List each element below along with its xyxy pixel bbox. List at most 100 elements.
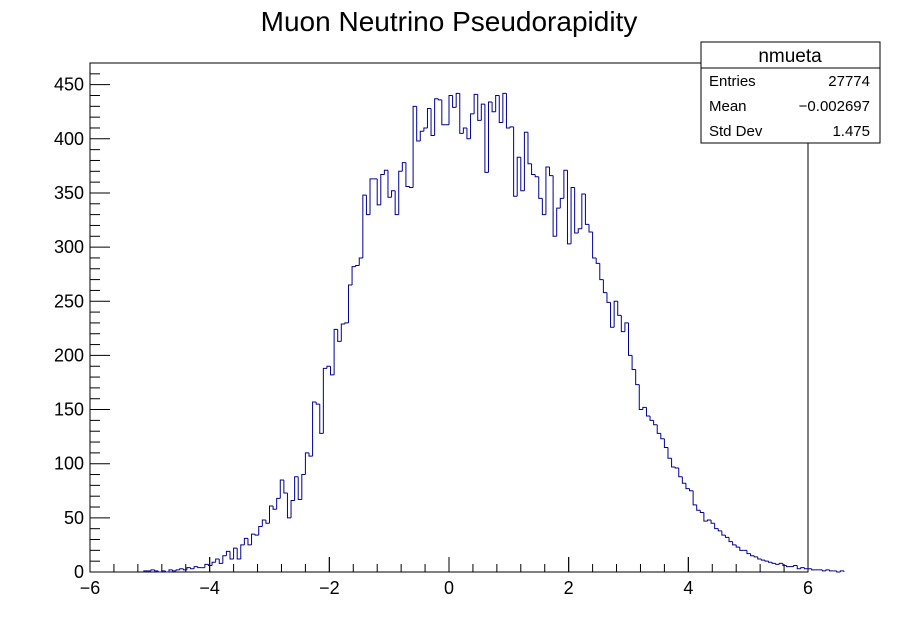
x-tick-label: −2 (319, 578, 340, 598)
histogram-bin (681, 476, 686, 484)
histogram-bin (477, 94, 482, 121)
histogram-bin (254, 534, 259, 536)
histogram-bin (714, 523, 719, 530)
plot-frame (89, 62, 809, 573)
stats-entries-label: Entries (709, 73, 756, 90)
histogram-bin (685, 483, 690, 490)
histogram-bin (599, 263, 604, 281)
histogram-bin (297, 476, 302, 500)
histogram-bin (563, 169, 568, 199)
histogram-bin (692, 490, 697, 506)
histogram-bin (333, 328, 338, 375)
histogram-bin (793, 565, 798, 567)
histogram-bin (739, 547, 744, 551)
histogram-bin (172, 569, 177, 572)
histogram-bin (656, 424, 661, 434)
histogram-bin (821, 569, 826, 572)
histogram-bin (778, 562, 783, 565)
histogram-bin (531, 163, 536, 176)
histogram-bin (545, 166, 550, 215)
histogram-bin (735, 544, 740, 548)
histogram-bin (380, 174, 385, 205)
histogram-bin (538, 176, 543, 199)
histogram-bin (613, 300, 618, 328)
stats-mean-value: −0.002697 (799, 98, 870, 115)
histogram-bin (229, 551, 234, 560)
histogram-bin (584, 194, 590, 225)
histogram-bin (193, 566, 198, 569)
histogram-bin (211, 561, 216, 566)
stats-mean-label: Mean (709, 98, 747, 115)
histogram-bin (491, 101, 496, 113)
histogram-bin (649, 416, 654, 421)
histogram-bin (437, 98, 442, 101)
histogram-bin (459, 93, 464, 134)
y-tick-label: 50 (64, 508, 84, 528)
histogram-bin (330, 366, 335, 376)
histogram-bin (836, 570, 841, 573)
histogram-bin (452, 95, 457, 108)
histogram-bin (222, 555, 227, 564)
histogram-bin (344, 322, 349, 324)
histogram-bin (505, 93, 511, 129)
y-tick-label: 450 (54, 75, 84, 95)
y-tick-label: 300 (54, 237, 84, 257)
histogram-bin (628, 322, 633, 356)
histogram-bin (337, 329, 342, 342)
histogram-bin (523, 131, 528, 191)
histogram-bin (484, 104, 489, 173)
histogram-bin (182, 568, 187, 571)
histogram-bin (581, 193, 586, 229)
histogram-bin (513, 126, 518, 197)
histogram-bin (423, 127, 428, 132)
histogram-bin (592, 231, 597, 259)
histogram-bin (179, 568, 184, 570)
histogram-bin (466, 127, 471, 140)
histogram-bin (577, 228, 582, 234)
histogram-bin (487, 101, 493, 173)
histogram-bin (383, 169, 388, 175)
histogram-bin (775, 563, 780, 565)
histogram-bin (717, 528, 722, 532)
histogram-bin (566, 170, 572, 245)
histogram-bin (768, 561, 773, 563)
histogram-bin (570, 187, 575, 244)
histogram-bin (588, 224, 593, 233)
stats-box-frame (700, 41, 881, 144)
histogram-bin (527, 132, 532, 165)
histogram-bin (746, 550, 751, 555)
histogram-bin (308, 452, 313, 457)
histogram-bin (419, 130, 424, 141)
histogram-bin (674, 466, 679, 469)
histogram-bin (405, 162, 410, 187)
histogram-bin (516, 156, 521, 197)
histogram-bin (168, 569, 173, 572)
histogram-bin (434, 98, 439, 136)
histogram-bin (663, 438, 668, 448)
histogram-bin (710, 520, 715, 524)
histogram-bin (552, 175, 557, 237)
histogram-bin (645, 407, 651, 417)
histogram-bin (534, 174, 539, 178)
histogram-bin (301, 474, 306, 500)
histogram-bin (312, 401, 317, 457)
histogram-bin (304, 452, 309, 475)
histogram-bin (753, 555, 758, 558)
histogram-bin (470, 113, 475, 139)
histogram-bin (480, 103, 485, 121)
histogram-bin (549, 166, 554, 177)
histogram-bin (154, 569, 159, 572)
histogram-bin (401, 162, 406, 172)
histogram-bin (706, 519, 712, 522)
histogram-bin (387, 170, 392, 198)
histogram-bin (247, 538, 252, 546)
histogram-bin (197, 566, 202, 569)
histogram-bin (347, 284, 353, 323)
y-tick-label: 250 (54, 291, 84, 311)
x-tick-label: 0 (444, 578, 454, 598)
histogram-bin (724, 535, 730, 538)
histogram-bin (595, 257, 600, 264)
histogram-bin (186, 567, 191, 570)
histogram-bin (269, 505, 274, 524)
